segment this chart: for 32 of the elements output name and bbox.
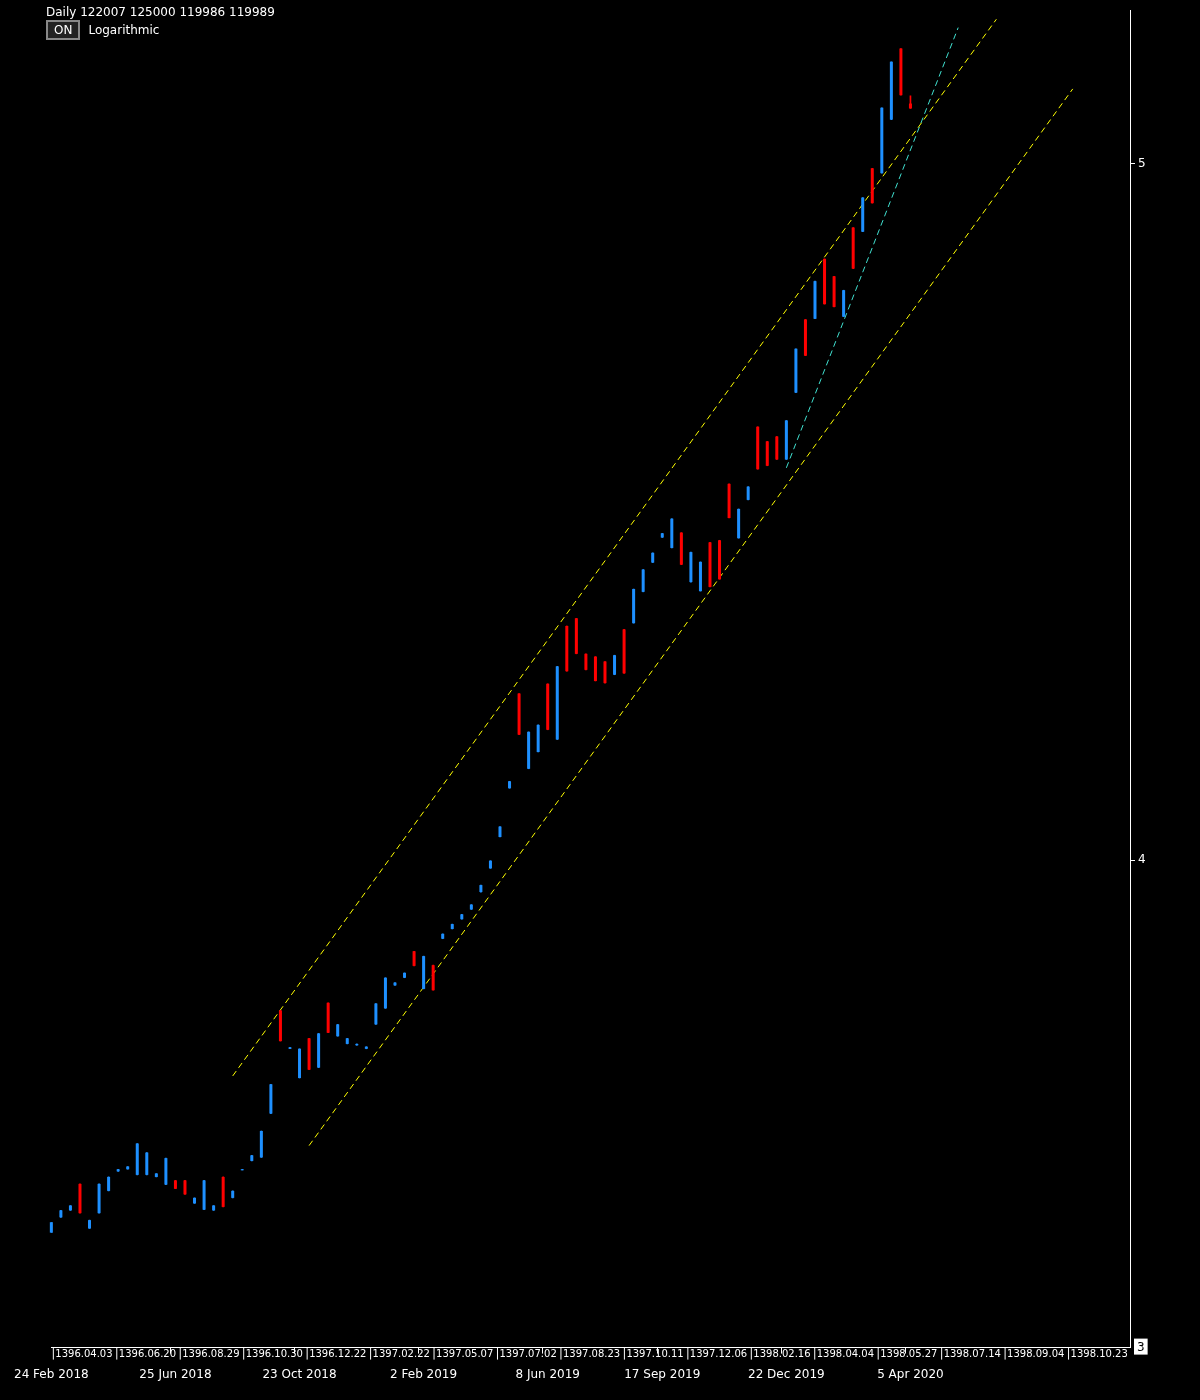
annotation: 1396.04.03: [55, 1348, 113, 1360]
text: 3: [1137, 1339, 1145, 1354]
x-tick-label: 22 Dec 2019: [748, 1366, 825, 1381]
x-tick-label: 8 Jun 2019: [515, 1366, 580, 1381]
annotation: 1398.07.14: [943, 1348, 1001, 1360]
annotation: 1396.12.22: [309, 1348, 367, 1360]
chart-title: Daily 122007 125000 119986 119989: [46, 4, 275, 20]
annotation: 1398.02.16: [753, 1348, 811, 1360]
annotation: 1397.02.22: [372, 1348, 430, 1360]
x-tick-label: 5 Apr 2020: [877, 1366, 944, 1381]
x-tick-label: 23 Oct 2018: [262, 1366, 337, 1381]
x-tick-label: 25 Jun 2018: [139, 1366, 212, 1381]
annotation: 1398.09.04: [1007, 1348, 1065, 1360]
annotation: 1397.10.11: [626, 1348, 684, 1360]
annotation: 1398.05.27: [880, 1348, 938, 1360]
x-tick-label: 24 Feb 2018: [14, 1366, 89, 1381]
annotation: 1396.10.30: [245, 1348, 303, 1360]
x-tick-label: 2 Feb 2019: [390, 1366, 458, 1381]
annotation: 1397.12.06: [689, 1348, 748, 1360]
annotation: 1397.07.02: [499, 1348, 557, 1360]
y-tick-label: 5: [1138, 155, 1146, 170]
y-tick-label: 4: [1138, 852, 1146, 867]
x-tick-label: 17 Sep 2019: [624, 1366, 701, 1381]
annotation: 1396.06.20: [118, 1348, 177, 1360]
annotation: 1397.05.07: [436, 1348, 494, 1360]
annotation: ON: [46, 20, 81, 40]
annotation: 1398.04.04: [816, 1348, 875, 1360]
text: Logarithmic: [88, 22, 160, 38]
annotation: 1397.08.23: [562, 1348, 621, 1360]
annotation: 1398.10.23: [1070, 1348, 1128, 1360]
candlestick: [88, 1219, 92, 1229]
annotation: 1396.08.29: [182, 1348, 240, 1360]
